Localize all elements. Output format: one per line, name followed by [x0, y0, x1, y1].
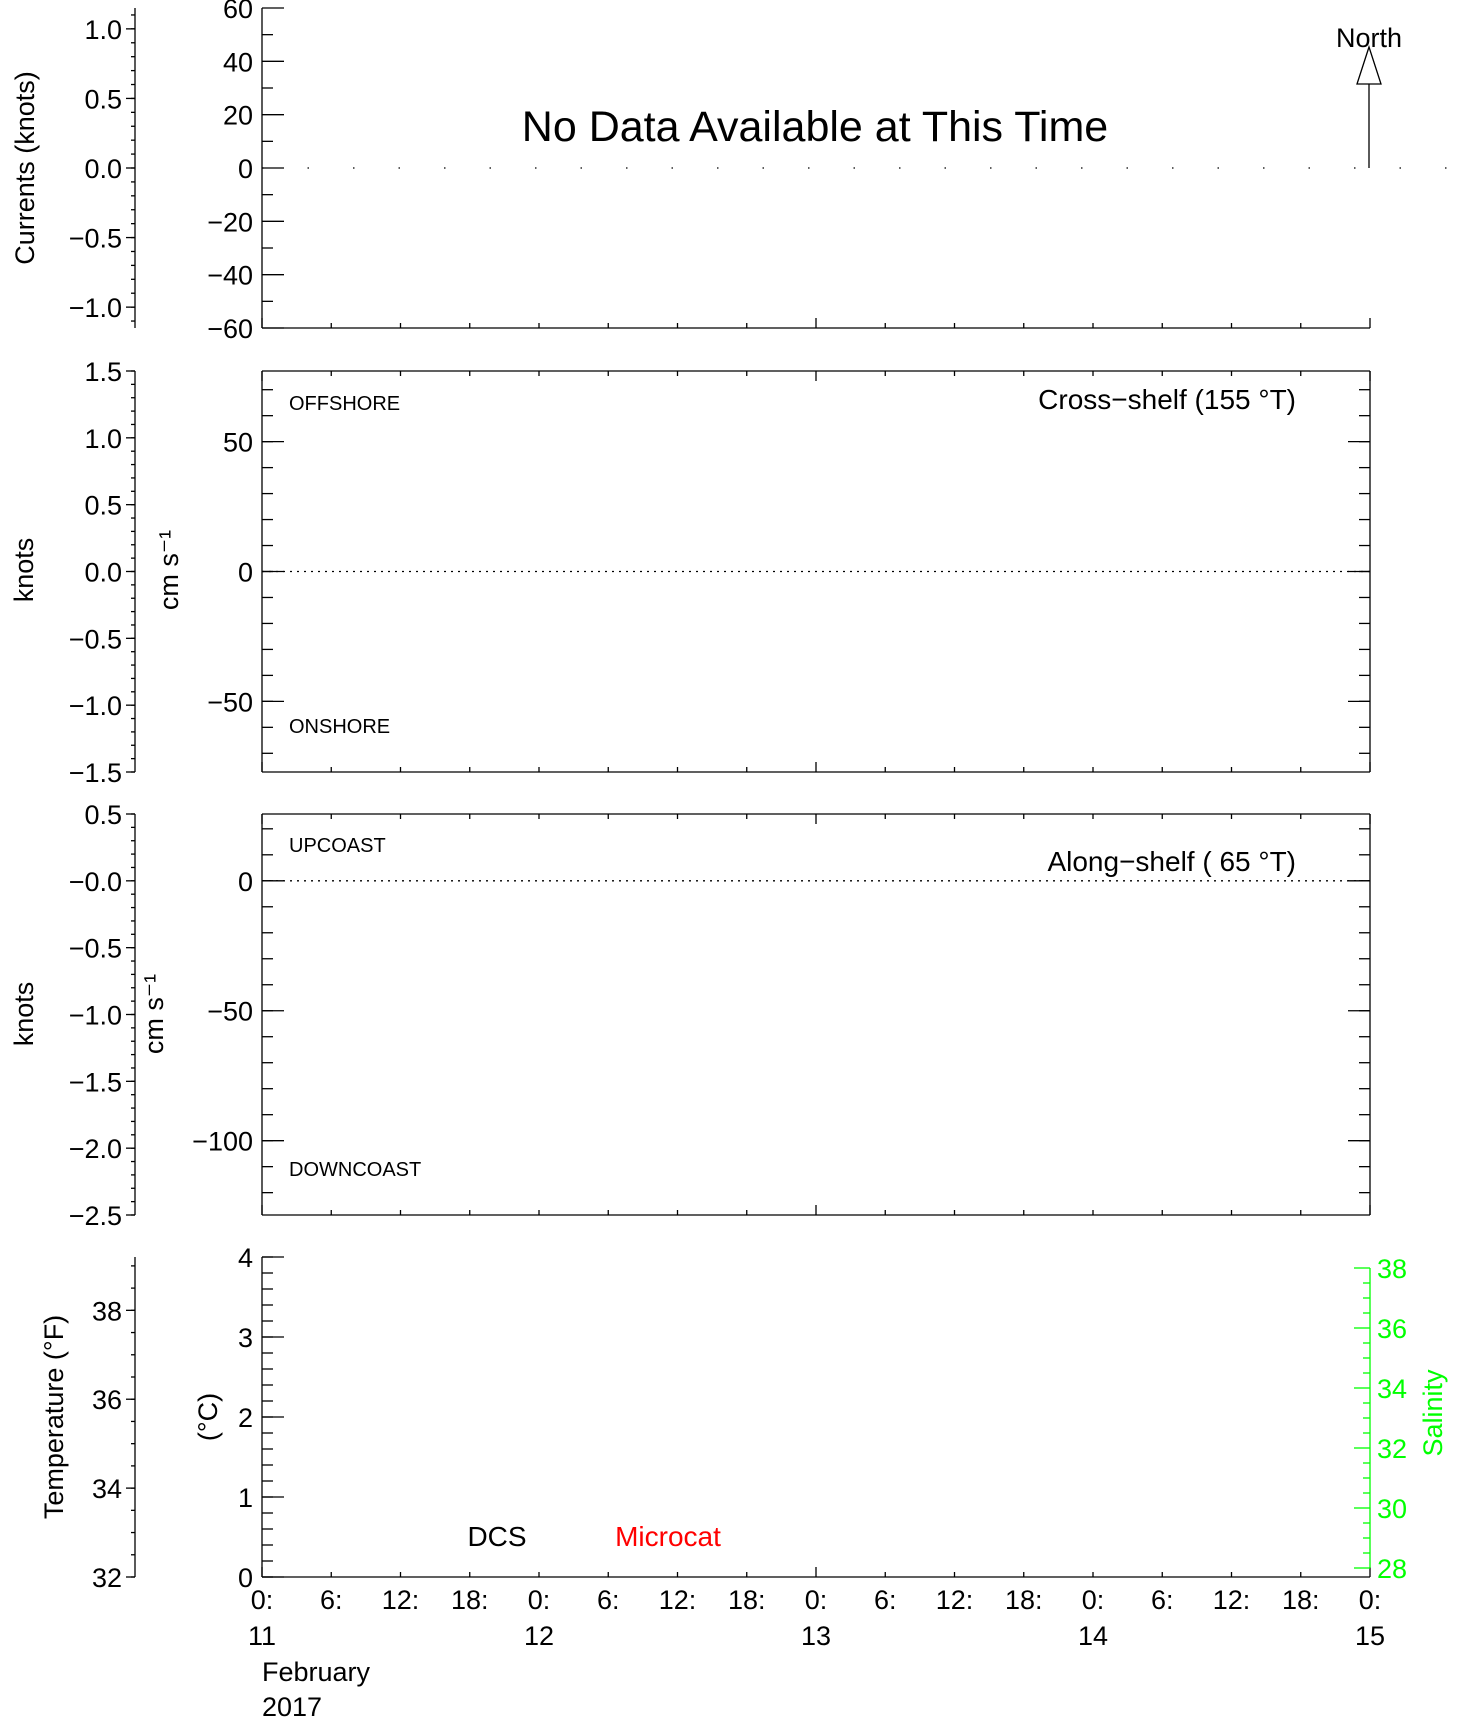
hour-tick-label: 12:	[659, 1585, 697, 1615]
salinity-tick-label: 28	[1377, 1554, 1407, 1584]
hour-tick-label: 12:	[1213, 1585, 1251, 1615]
currents-scale-tick-label: 40	[223, 47, 253, 77]
hour-tick-label: 18:	[728, 1585, 766, 1615]
hour-tick-label: 0:	[1082, 1585, 1105, 1615]
cross-left-tick-label: 0.0	[84, 558, 122, 588]
along-left-tick-label: 0.5	[84, 800, 122, 830]
currents-left-tick-label: 1.0	[84, 15, 122, 45]
along-left-tick-label: −2.5	[69, 1201, 122, 1231]
salinity-tick-label: 34	[1377, 1374, 1407, 1404]
temperature-scale-tick-label: 4	[238, 1243, 253, 1273]
currents-left-tick-label: 0.5	[84, 84, 122, 114]
cross-scale-tick-label: 0	[238, 558, 253, 588]
temperature-scale-tick-label: 0	[238, 1563, 253, 1593]
offshore-label: OFFSHORE	[289, 393, 400, 415]
cross-scale-tick-label: 50	[223, 428, 253, 458]
temperature-axis-title: Temperature (°F)	[39, 1315, 69, 1519]
cross-cms-label: cm s⁻¹	[154, 530, 184, 610]
along-scale-tick-label: 0	[238, 867, 253, 897]
along-left-tick-label: −2.0	[69, 1134, 122, 1164]
day-tick-label: 13	[801, 1621, 831, 1651]
day-tick-label: 11	[248, 1621, 276, 1651]
currents-scale-tick-label: 0	[238, 154, 253, 184]
salinity-axis-title: Salinity	[1418, 1369, 1448, 1457]
along-left-tick-label: −1.0	[69, 1001, 122, 1031]
along-cms-label: cm s⁻¹	[139, 974, 169, 1054]
hour-tick-label: 12:	[382, 1585, 420, 1615]
onshore-label: ONSHORE	[289, 716, 390, 738]
along-shelf-title: Along−shelf ( 65 °T)	[1047, 846, 1296, 877]
north-label: North	[1336, 23, 1402, 53]
along-scale-tick-label: −50	[207, 997, 253, 1027]
currents-left-tick-label: −0.5	[69, 224, 122, 254]
north-arrow-head	[1356, 44, 1382, 85]
cross-shelf-title: Cross−shelf (155 °T)	[1038, 384, 1296, 415]
hour-tick-label: 6:	[597, 1585, 620, 1615]
salinity-tick-label: 36	[1377, 1314, 1407, 1344]
hour-tick-label: 0:	[528, 1585, 551, 1615]
day-tick-label: 12	[524, 1621, 554, 1651]
upcoast-label: UPCOAST	[289, 835, 386, 857]
cross-left-tick-label: 0.5	[84, 491, 122, 521]
dcs-legend-label: DCS	[467, 1521, 526, 1552]
temperature-left-tick-label: 36	[92, 1385, 122, 1415]
hour-tick-label: 0:	[1359, 1585, 1382, 1615]
hour-tick-label: 6:	[1151, 1585, 1174, 1615]
salinity-tick-label: 38	[1377, 1254, 1407, 1284]
currents-scale-tick-label: −60	[207, 314, 253, 344]
hour-tick-label: 12:	[936, 1585, 974, 1615]
cross-scale-tick-label: −50	[207, 687, 253, 717]
hour-tick-label: 18:	[1282, 1585, 1320, 1615]
temperature-scale-tick-label: 2	[238, 1403, 253, 1433]
along-left-tick-label: −0.0	[69, 867, 122, 897]
currents-scale-tick-label: −20	[207, 207, 253, 237]
hour-tick-label: 6:	[320, 1585, 343, 1615]
hour-tick-label: 0:	[805, 1585, 828, 1615]
currents-scale-tick-label: 20	[223, 101, 253, 131]
downcoast-label: DOWNCOAST	[289, 1159, 421, 1181]
cross-knots-label: knots	[9, 538, 39, 603]
year-label: 2017	[262, 1692, 322, 1721]
temperature-left-tick-label: 32	[92, 1563, 122, 1593]
day-tick-label: 14	[1078, 1621, 1108, 1651]
temperature-left-tick-label: 34	[92, 1474, 122, 1504]
hour-tick-label: 0:	[251, 1585, 274, 1615]
cross-left-tick-label: 1.5	[84, 357, 122, 387]
hour-tick-label: 18:	[451, 1585, 489, 1615]
month-label: February	[262, 1657, 371, 1687]
hour-tick-label: 6:	[874, 1585, 897, 1615]
currents-axis-title: Currents (knots)	[10, 71, 40, 265]
cross-left-tick-label: 1.0	[84, 424, 122, 454]
temperature-scale-tick-label: 3	[238, 1323, 253, 1353]
salinity-tick-label: 32	[1377, 1434, 1407, 1464]
along-left-tick-label: −0.5	[69, 934, 122, 964]
salinity-tick-label: 30	[1377, 1494, 1407, 1524]
cross-left-tick-label: −0.5	[69, 624, 122, 654]
along-knots-label: knots	[9, 982, 39, 1047]
hour-tick-label: 18:	[1005, 1585, 1043, 1615]
microcat-legend-label: Microcat	[615, 1521, 721, 1552]
currents-left-tick-label: −1.0	[69, 293, 122, 323]
celsius-axis-title: (°C)	[193, 1393, 223, 1441]
along-scale-tick-label: −100	[192, 1127, 253, 1157]
currents-scale-tick-label: 60	[223, 0, 253, 24]
cross-left-tick-label: −1.5	[69, 758, 122, 788]
currents-scale-tick-label: −40	[207, 261, 253, 291]
day-tick-label: 15	[1355, 1621, 1385, 1651]
cross-left-tick-label: −1.0	[69, 691, 122, 721]
currents-left-tick-label: 0.0	[84, 154, 122, 184]
temperature-left-tick-label: 38	[92, 1296, 122, 1326]
temperature-scale-tick-label: 1	[238, 1483, 253, 1513]
along-left-tick-label: −1.5	[69, 1067, 122, 1097]
no-data-message: No Data Available at This Time	[522, 103, 1108, 151]
